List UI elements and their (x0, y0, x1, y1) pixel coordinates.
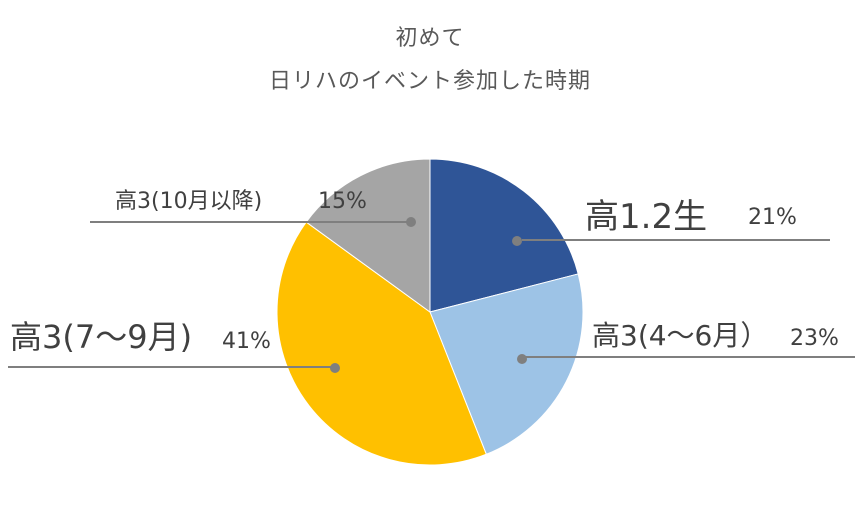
slice-percent-label: 21% (748, 205, 797, 230)
pie-slice (305, 158, 431, 313)
chart-title-line-1: 初めて (395, 26, 464, 51)
slice-category-label: 高1.2生 (585, 197, 707, 237)
slice-category-label: 高3(10月以降) (115, 189, 262, 214)
chart-title-line-2: 日リハのイベント参加した時期 (269, 69, 591, 94)
slice-percent-label: 41% (222, 329, 271, 354)
leader-lines (8, 217, 855, 373)
slice-category-label: 高3(4～6月） (592, 319, 768, 352)
pie-slice (429, 158, 579, 313)
leader-dot (517, 354, 527, 364)
pie-slice (276, 221, 487, 466)
slice-percent-label: 23% (790, 326, 839, 351)
slice-percent-label: 15% (318, 189, 367, 214)
slice-labels: 高1.2生 21% 高3(4～6月） 23% 高3(7～9月) 41% 高3(10月以降) 1… (10, 189, 839, 356)
pie-slice (429, 273, 584, 455)
leader-dot (512, 236, 522, 246)
leader-dot (330, 363, 340, 373)
slice-category-label: 高3(7～9月) (10, 318, 192, 356)
leader-dot (406, 217, 416, 227)
pie-slices (276, 158, 584, 466)
